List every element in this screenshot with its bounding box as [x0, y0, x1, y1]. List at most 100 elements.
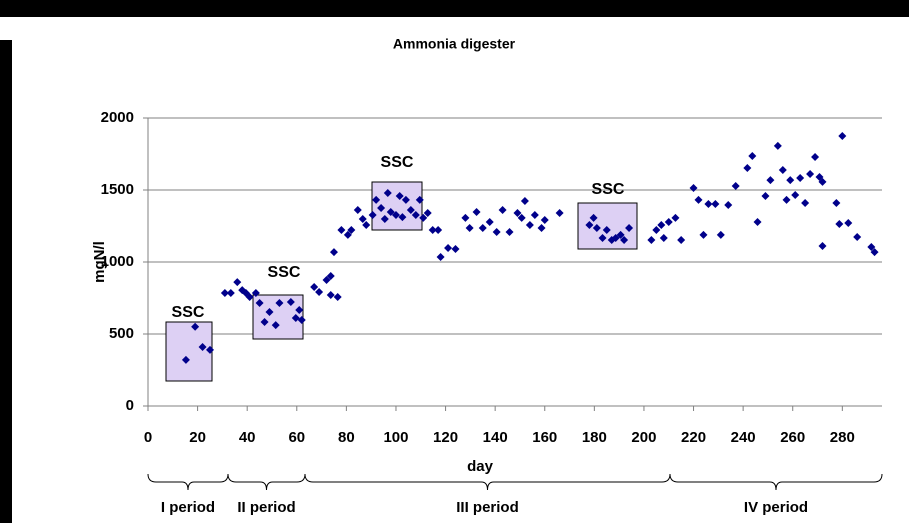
annotation: SSC [172, 304, 205, 321]
data-point [835, 219, 844, 228]
data-point [647, 235, 656, 244]
data-point [761, 192, 770, 201]
data-point [818, 242, 827, 251]
data-point [602, 226, 611, 235]
x-tick-label: 240 [731, 429, 756, 446]
data-point [220, 288, 229, 297]
data-point [657, 220, 666, 229]
data-point [233, 278, 242, 287]
data-point [329, 248, 338, 257]
x-tick-label: 260 [780, 429, 805, 446]
data-point [625, 224, 634, 233]
data-point [383, 189, 392, 198]
data-point [786, 176, 795, 185]
data-point [525, 220, 534, 229]
data-point [791, 191, 800, 200]
data-point [465, 224, 474, 233]
data-point [255, 299, 264, 308]
data-point [699, 230, 708, 239]
data-point [867, 243, 876, 252]
data-point [704, 199, 713, 208]
data-point [782, 195, 791, 204]
annotation: SSC [268, 264, 301, 281]
data-point [520, 196, 529, 205]
y-axis-label: mgN/l [91, 241, 108, 283]
data-point [540, 215, 549, 224]
x-tick-label: 140 [483, 429, 508, 446]
data-point [434, 226, 443, 235]
data-point [492, 228, 501, 237]
data-point [505, 228, 514, 237]
chart-title: Ammonia digester [393, 36, 516, 52]
period-brace [227, 473, 306, 491]
data-point [592, 224, 601, 233]
frame-top [0, 0, 909, 17]
annotation: SSC [592, 181, 625, 198]
data-point [271, 321, 280, 330]
x-tick-label: 80 [338, 429, 355, 446]
x-tick-label: 180 [582, 429, 607, 446]
data-point [343, 230, 352, 239]
data-point [724, 200, 733, 209]
ssc-box [165, 321, 213, 382]
x-tick-label: 60 [288, 429, 305, 446]
data-point [766, 176, 775, 185]
data-point [451, 245, 460, 254]
data-point [401, 195, 410, 204]
data-point [870, 248, 879, 257]
data-point [265, 307, 274, 316]
y-tick-label: 1500 [101, 181, 134, 198]
data-point [773, 141, 782, 150]
data-point [517, 213, 526, 222]
data-point [620, 235, 629, 244]
x-tick-label: 160 [532, 429, 557, 446]
data-point [419, 213, 428, 222]
data-point [286, 298, 295, 307]
period-brace [147, 473, 229, 491]
data-point [326, 271, 335, 280]
data-point [333, 292, 342, 301]
data-point [806, 170, 815, 179]
data-point [461, 213, 470, 222]
data-point [844, 218, 853, 227]
data-point [748, 152, 757, 161]
data-point [315, 287, 324, 296]
data-point [368, 211, 377, 220]
x-axis-label: day [467, 458, 494, 475]
data-point [395, 192, 404, 201]
data-point [226, 288, 235, 297]
data-point [589, 213, 598, 222]
data-point [664, 217, 673, 226]
x-tick-label: 40 [239, 429, 256, 446]
data-point [275, 299, 284, 308]
data-point [372, 195, 381, 204]
data-point [423, 209, 432, 218]
data-point [191, 322, 200, 331]
data-point [652, 226, 661, 235]
data-point [322, 276, 331, 284]
period-label: I period [161, 499, 215, 516]
period-brace [304, 473, 671, 491]
data-point [689, 183, 698, 192]
data-point [428, 226, 437, 235]
data-point [386, 208, 395, 217]
data-point [811, 153, 820, 162]
data-point [731, 181, 740, 190]
x-tick-label: 100 [383, 429, 408, 446]
data-point [537, 224, 546, 233]
data-point [260, 318, 269, 327]
data-point [778, 165, 787, 174]
y-tick-label: 500 [109, 325, 134, 342]
data-point [391, 211, 400, 220]
data-point [853, 232, 862, 241]
data-point [181, 355, 190, 364]
data-point [753, 217, 762, 226]
data-point [436, 252, 445, 261]
data-point [251, 288, 260, 297]
data-point [358, 214, 367, 223]
x-tick-label: 20 [189, 429, 206, 446]
data-point [796, 174, 805, 183]
data-point [380, 214, 389, 223]
data-point [362, 220, 371, 229]
